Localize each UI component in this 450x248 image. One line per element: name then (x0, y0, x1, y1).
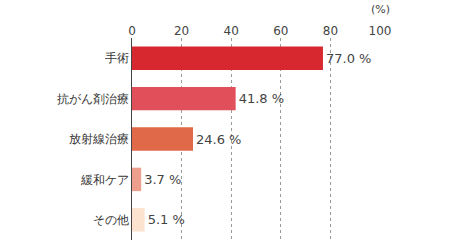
svg-text:3.7 %: 3.7 % (144, 172, 181, 187)
svg-text:20: 20 (174, 24, 189, 38)
svg-text:100: 100 (369, 24, 392, 38)
svg-text:緩和ケア: 緩和ケア (80, 173, 129, 187)
svg-text:その他: その他 (93, 213, 129, 227)
svg-text:41.8 %: 41.8 % (239, 91, 284, 106)
svg-text:24.6 %: 24.6 % (196, 132, 241, 147)
svg-text:80: 80 (323, 24, 338, 38)
svg-text:手術: 手術 (105, 51, 129, 65)
svg-text:60: 60 (273, 24, 288, 38)
svg-text:77.0 %: 77.0 % (326, 51, 371, 66)
svg-text:5.1 %: 5.1 % (148, 212, 185, 227)
svg-text:放射線治療: 放射線治療 (69, 132, 129, 146)
svg-text:40: 40 (224, 24, 239, 38)
svg-text:0: 0 (128, 24, 136, 38)
svg-text:抗がん剤治療: 抗がん剤治療 (57, 92, 129, 106)
svg-text:(%): (%) (371, 3, 390, 16)
